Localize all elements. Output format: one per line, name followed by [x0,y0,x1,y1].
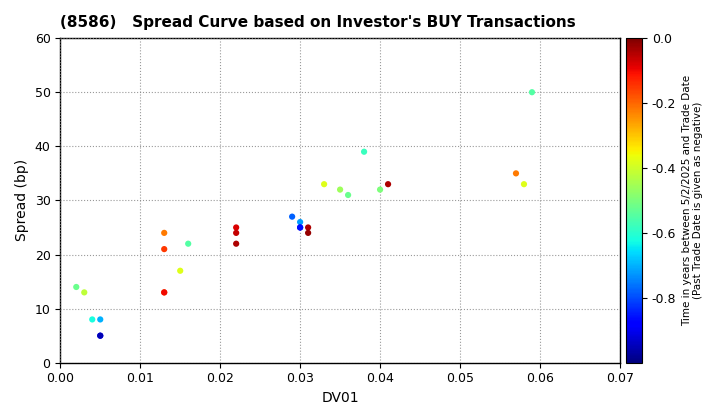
Y-axis label: Time in years between 5/2/2025 and Trade Date
(Past Trade Date is given as negat: Time in years between 5/2/2025 and Trade… [682,75,703,326]
Point [182,240,194,247]
Point [158,289,170,296]
Point [294,219,306,226]
X-axis label: DV01: DV01 [321,391,359,405]
Point [382,181,394,188]
Point [94,316,106,323]
Y-axis label: Spread (bp): Spread (bp) [15,159,29,242]
Point [342,192,354,198]
Point [359,148,370,155]
Text: (8586)   Spread Curve based on Investor's BUY Transactions: (8586) Spread Curve based on Investor's … [60,15,576,30]
Point [158,246,170,252]
Point [318,181,330,188]
Point [94,332,106,339]
Point [287,213,298,220]
Point [510,170,522,177]
Point [94,332,106,339]
Point [230,240,242,247]
Point [302,229,314,236]
Point [71,284,82,290]
Point [158,289,170,296]
Point [158,229,170,236]
Point [526,89,538,96]
Point [174,268,186,274]
Point [518,181,530,188]
Point [374,186,386,193]
Point [294,224,306,231]
Point [334,186,346,193]
Point [302,224,314,231]
Point [230,224,242,231]
Point [294,224,306,231]
Point [230,229,242,236]
Point [86,316,98,323]
Point [78,289,90,296]
